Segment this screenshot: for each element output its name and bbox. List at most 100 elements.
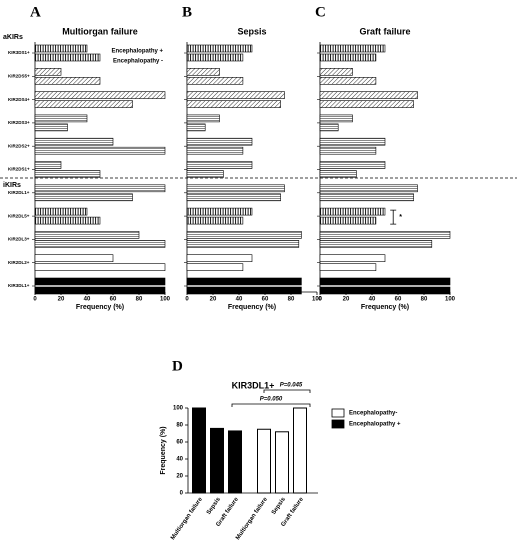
legend-swatch [331, 419, 345, 429]
bar [186, 44, 253, 53]
bar [319, 161, 386, 169]
legend-label: Encephalopathy- [349, 411, 397, 417]
bar [319, 231, 451, 239]
bar [186, 91, 285, 99]
bar [319, 240, 433, 248]
bar [34, 161, 62, 169]
x-tick-label: 80 [288, 297, 295, 303]
bar [34, 263, 166, 272]
category-label: KIR2DL1+ [8, 190, 30, 195]
bar [34, 254, 114, 262]
y-tick-label: 40 [176, 457, 183, 463]
bar [319, 193, 414, 202]
bar [319, 254, 386, 262]
category-label: KIR2DS4+ [8, 97, 30, 102]
bar [186, 146, 244, 155]
x-tick-label: 40 [84, 297, 91, 303]
bar [34, 146, 166, 155]
bar [186, 207, 253, 216]
panel-letter: C [315, 4, 326, 20]
bar [275, 431, 289, 494]
bar [34, 240, 166, 248]
bar [34, 91, 166, 99]
bar [186, 100, 281, 108]
x-tick-label: 60 [395, 297, 402, 303]
panel-letter: A [30, 4, 41, 20]
bar [257, 428, 271, 494]
category-label: KIR2DL3+ [8, 237, 30, 242]
y-tick-label: 20 [176, 474, 183, 480]
significance-bracket [231, 403, 311, 407]
x-tick-label: 60 [262, 297, 269, 303]
x-tick-label: 0 [33, 297, 37, 303]
category-label: KIR3DS1+ [8, 50, 30, 55]
bar [34, 53, 101, 62]
x-tick-label: 0 [318, 297, 322, 303]
x-tick-label: 20 [58, 297, 65, 303]
bar [319, 123, 339, 132]
bar [319, 207, 386, 216]
panel-title: Multiorgan failure [62, 26, 138, 36]
group-label: aKIRs [3, 34, 23, 41]
bar [319, 114, 353, 123]
bar [34, 114, 88, 123]
bar [186, 170, 224, 178]
bar [34, 231, 140, 239]
bar [319, 77, 377, 85]
bar [319, 216, 377, 225]
x-tick-label: Sepsis [206, 496, 222, 516]
x-tick-label: Sepsis [271, 496, 287, 516]
bar [319, 170, 357, 178]
panel-title: Graft failure [359, 26, 410, 36]
significance-label: P=0.045 [280, 383, 303, 389]
x-tick-label: Multiorgan failure [235, 496, 269, 541]
bar [186, 114, 220, 123]
x-tick-label: 60 [110, 297, 117, 303]
bar [192, 407, 206, 494]
x-tick-label: 40 [236, 297, 243, 303]
bar [34, 77, 101, 85]
category-label: KIR2DS5+ [8, 73, 30, 78]
bar [319, 44, 386, 53]
bar [186, 193, 281, 202]
bar [186, 77, 244, 85]
y-axis-label: Frequency (%) [160, 426, 167, 474]
bar [319, 263, 377, 272]
category-label: KIR2DS3+ [8, 120, 30, 125]
legend-label: Encephalopathy + [349, 422, 401, 428]
bar [319, 137, 386, 146]
bar [34, 44, 88, 53]
x-tick-label: 100 [445, 297, 456, 303]
bar [186, 123, 206, 132]
panel-letter: B [182, 4, 192, 20]
x-tick-label: Multiorgan failure [170, 496, 204, 541]
bar [186, 286, 302, 295]
bar [319, 277, 451, 286]
legend-swatch [331, 408, 345, 418]
x-tick-label: 20 [210, 297, 217, 303]
bar [34, 286, 166, 295]
bar [34, 216, 101, 225]
x-tick-label: 100 [312, 297, 323, 303]
bar [186, 277, 302, 286]
bar [319, 68, 353, 76]
x-tick-label: 20 [343, 297, 350, 303]
bar [34, 193, 133, 202]
category-label: KIR2DS1+ [8, 167, 30, 172]
x-axis-label: Frequency (%) [361, 304, 409, 311]
category-label: KIR2DL5+ [8, 213, 30, 218]
group-label: iKIRs [3, 182, 21, 189]
bar [34, 207, 88, 216]
bar [34, 68, 62, 76]
y-tick-label: 80 [176, 423, 183, 429]
bar [34, 277, 166, 286]
significance-bracket [390, 209, 397, 225]
category-label: KIR3DL1+ [8, 283, 30, 288]
y-tick-label: 0 [180, 491, 184, 497]
y-tick-label: 100 [173, 406, 184, 412]
bar [319, 100, 414, 108]
bar [186, 231, 302, 239]
x-axis-label: Frequency (%) [76, 304, 124, 311]
significance-bracket [263, 389, 311, 393]
